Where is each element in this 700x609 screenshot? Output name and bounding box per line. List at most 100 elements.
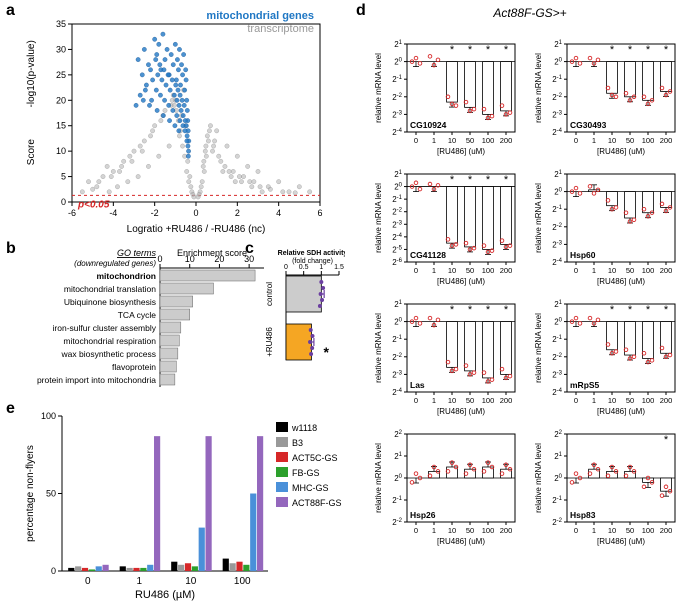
svg-text:5: 5 <box>61 172 66 182</box>
svg-text:relative mRNA level: relative mRNA level <box>534 313 543 383</box>
svg-text:2-4: 2-4 <box>552 388 562 397</box>
svg-text:*: * <box>450 304 455 316</box>
panel-a-label: a <box>6 2 15 20</box>
svg-text:2-1: 2-1 <box>552 496 562 505</box>
svg-text:*: * <box>664 304 669 316</box>
panel-d-title: Act88F-GS>+ <box>365 6 695 20</box>
svg-text:*: * <box>628 44 633 56</box>
svg-text:20: 20 <box>394 318 402 327</box>
svg-text:20: 20 <box>554 188 562 197</box>
svg-text:0: 0 <box>51 566 56 576</box>
svg-text:100: 100 <box>642 136 655 145</box>
svg-text:*: * <box>450 44 455 56</box>
svg-text:50: 50 <box>626 396 634 405</box>
svg-text:iron-sulfur cluster assembly: iron-sulfur cluster assembly <box>53 323 157 333</box>
svg-text:10: 10 <box>448 136 456 145</box>
svg-text:0: 0 <box>157 254 162 264</box>
svg-text:50: 50 <box>466 396 474 405</box>
svg-text:10: 10 <box>448 396 456 405</box>
svg-text:protein import into mitochondr: protein import into mitochondria <box>37 375 156 385</box>
svg-text:*: * <box>323 344 329 360</box>
svg-text:20: 20 <box>554 474 562 483</box>
svg-text:21: 21 <box>554 170 562 179</box>
svg-text:*: * <box>610 304 615 316</box>
svg-text:GO terms: GO terms <box>117 248 157 258</box>
svg-text:10: 10 <box>185 254 195 264</box>
svg-text:0: 0 <box>193 208 198 218</box>
svg-text:CG41128: CG41128 <box>410 250 446 260</box>
svg-text:2-2: 2-2 <box>552 518 562 527</box>
svg-text:1: 1 <box>319 264 323 271</box>
svg-text:[RU486] (uM): [RU486] (uM) <box>437 277 485 286</box>
svg-text:200: 200 <box>500 136 513 145</box>
svg-text:mitochondrial translation: mitochondrial translation <box>64 284 156 294</box>
svg-text:0: 0 <box>574 266 578 275</box>
svg-text:21: 21 <box>394 300 402 309</box>
svg-text:200: 200 <box>500 526 513 535</box>
svg-text:[RU486] (uM): [RU486] (uM) <box>437 147 485 156</box>
svg-text:relative mRNA level: relative mRNA level <box>534 443 543 513</box>
svg-text:20: 20 <box>554 58 562 67</box>
svg-text:10: 10 <box>185 576 197 587</box>
svg-text:2-3: 2-3 <box>552 370 562 379</box>
svg-text:mitochondrial genes: mitochondrial genes <box>206 10 314 22</box>
svg-text:Logratio +RU486 / -RU486 (nc): Logratio +RU486 / -RU486 (nc) <box>127 224 266 235</box>
svg-text:20: 20 <box>394 183 402 192</box>
svg-text:2-3: 2-3 <box>392 220 402 229</box>
svg-text:2-1: 2-1 <box>552 205 562 214</box>
svg-text:TCA cycle: TCA cycle <box>118 310 157 320</box>
svg-text:200: 200 <box>500 266 513 275</box>
svg-text:relative mRNA level: relative mRNA level <box>374 443 383 513</box>
svg-text:-4: -4 <box>109 208 117 218</box>
svg-text:2-2: 2-2 <box>392 353 402 362</box>
svg-text:0: 0 <box>414 526 418 535</box>
svg-text:22: 22 <box>394 430 402 439</box>
svg-text:p<0.05: p<0.05 <box>77 199 110 210</box>
svg-text:Score: Score <box>26 139 37 166</box>
svg-text:*: * <box>664 44 669 56</box>
svg-text:FB-GS: FB-GS <box>292 468 320 478</box>
svg-text:6: 6 <box>317 208 322 218</box>
svg-text:20: 20 <box>56 95 66 105</box>
svg-text:*: * <box>468 304 473 316</box>
svg-text:100: 100 <box>482 266 495 275</box>
svg-text:10: 10 <box>608 396 616 405</box>
svg-text:2-4: 2-4 <box>392 128 402 137</box>
svg-text:[RU486] (uM): [RU486] (uM) <box>437 537 485 546</box>
svg-text:RU486 (µM): RU486 (µM) <box>135 589 195 601</box>
svg-text:22: 22 <box>554 430 562 439</box>
svg-text:[RU486] (uM): [RU486] (uM) <box>597 147 645 156</box>
svg-text:21: 21 <box>554 40 562 49</box>
svg-text:200: 200 <box>660 396 673 405</box>
svg-text:-2: -2 <box>151 208 159 218</box>
svg-text:*: * <box>486 174 491 186</box>
svg-text:2-3: 2-3 <box>392 110 402 119</box>
svg-text:(downregulated genes): (downregulated genes) <box>74 259 156 268</box>
panel-b-label: b <box>6 240 16 258</box>
svg-text:ACT5C-GS: ACT5C-GS <box>292 453 338 463</box>
svg-text:mitochondrion: mitochondrion <box>97 271 157 281</box>
svg-text:2-1: 2-1 <box>392 195 402 204</box>
svg-text:2-4: 2-4 <box>552 128 562 137</box>
svg-text:Hsp83: Hsp83 <box>570 510 596 520</box>
svg-text:2-2: 2-2 <box>552 223 562 232</box>
svg-text:2-1: 2-1 <box>392 75 402 84</box>
svg-text:2-2: 2-2 <box>392 518 402 527</box>
svg-text:MHC-GS: MHC-GS <box>292 483 329 493</box>
svg-text:10: 10 <box>448 526 456 535</box>
svg-text:200: 200 <box>660 266 673 275</box>
svg-text:relative mRNA level: relative mRNA level <box>534 53 543 123</box>
svg-text:[RU486] (uM): [RU486] (uM) <box>597 537 645 546</box>
svg-text:100: 100 <box>642 266 655 275</box>
svg-text:2-3: 2-3 <box>552 240 562 249</box>
svg-text:200: 200 <box>660 526 673 535</box>
panel-d: Act88F-GS>+ 2-42-32-22-12021****01105010… <box>365 6 695 604</box>
svg-text:Relative SDH activity: Relative SDH activity <box>278 250 345 257</box>
svg-text:100: 100 <box>482 396 495 405</box>
svg-text:35: 35 <box>56 19 66 29</box>
svg-text:50: 50 <box>466 526 474 535</box>
svg-text:2-2: 2-2 <box>392 208 402 217</box>
svg-text:*: * <box>610 44 615 56</box>
svg-text:*: * <box>664 434 669 446</box>
svg-text:2-2: 2-2 <box>552 353 562 362</box>
